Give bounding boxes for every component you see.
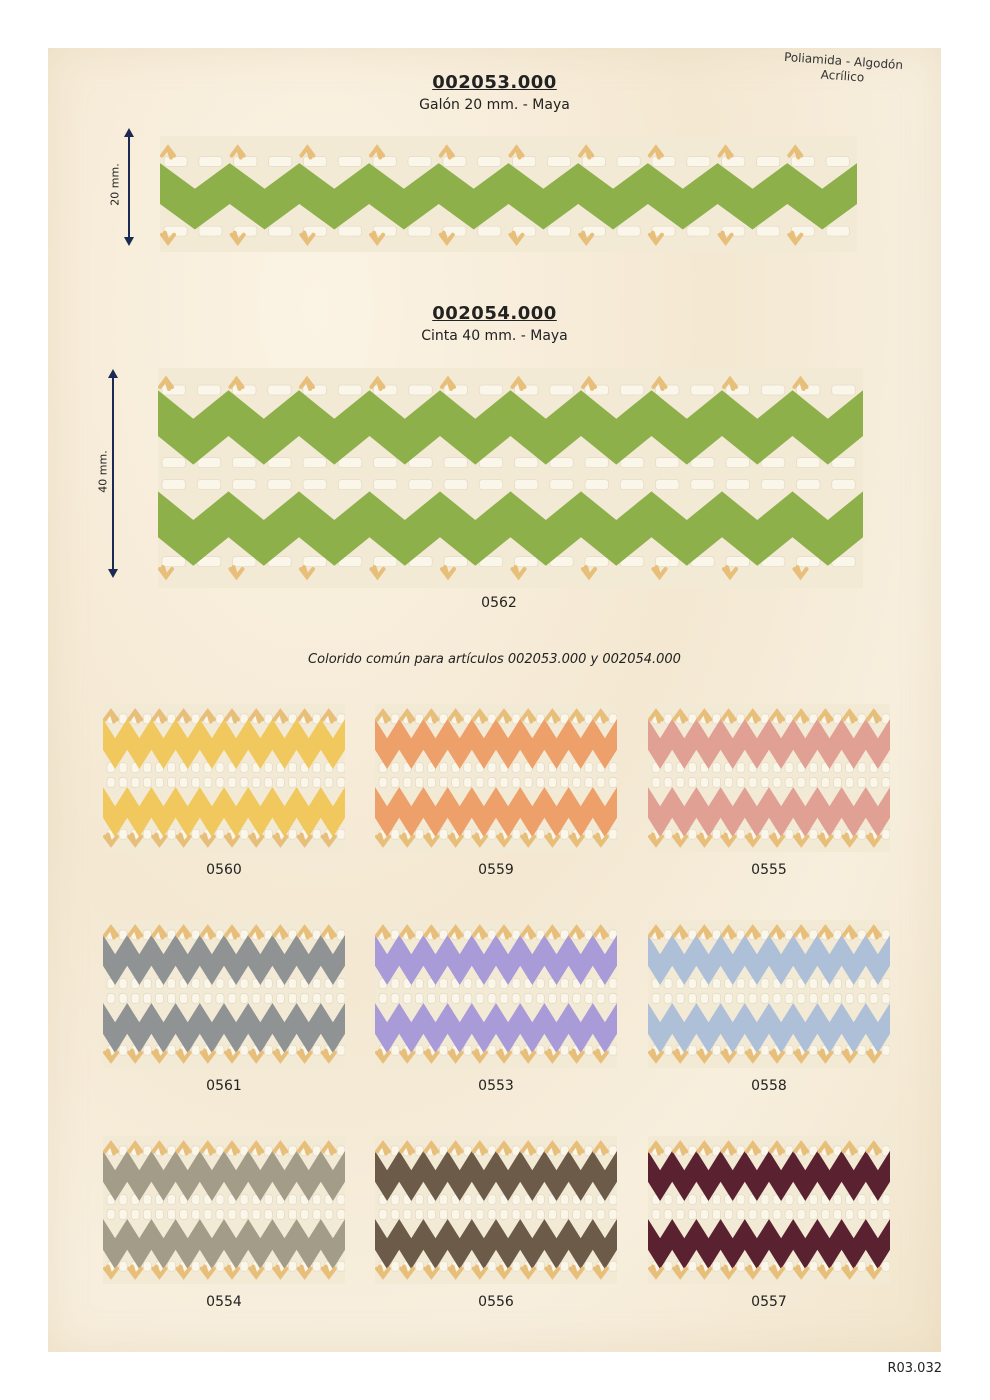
colourway-swatch-0559 xyxy=(375,704,617,852)
colourway-swatch-0555 xyxy=(648,704,890,852)
colourway-code-0556: 0556 xyxy=(478,1294,514,1310)
arrow-down-icon xyxy=(108,569,118,578)
dimension-label-1: 20 mm. xyxy=(108,163,122,206)
product-description-1: Galón 20 mm. - Maya xyxy=(419,97,570,113)
arrow-up-icon xyxy=(124,128,134,137)
colourway-code-0557: 0557 xyxy=(751,1294,787,1310)
colourway-swatch-0557 xyxy=(648,1136,890,1284)
product-swatch-cinta xyxy=(158,368,863,588)
catalogue-sheet: Poliamida - Algodón Acrílico 002053.000 … xyxy=(48,48,941,1352)
colourway-code-0555: 0555 xyxy=(751,862,787,878)
product-swatch-galon xyxy=(160,136,857,252)
colourway-code-0559: 0559 xyxy=(478,862,514,878)
product-code-1: 002053.000 xyxy=(432,72,557,93)
product-header-2: 002054.000 Cinta 40 mm. - Maya xyxy=(48,303,941,344)
colourway-swatch-0558 xyxy=(648,920,890,1068)
colourway-swatch-0553 xyxy=(375,920,617,1068)
colourway-code-0558: 0558 xyxy=(751,1078,787,1094)
colourway-swatch-0554 xyxy=(103,1136,345,1284)
arrow-down-icon xyxy=(124,237,134,246)
colourway-code-0554: 0554 xyxy=(206,1294,242,1310)
colourway-swatch-0561 xyxy=(103,920,345,1068)
product-header-1: 002053.000 Galón 20 mm. - Maya xyxy=(48,72,941,113)
colourway-swatch-0556 xyxy=(375,1136,617,1284)
colourway-swatch-0560 xyxy=(103,704,345,852)
page-reference: R03.032 xyxy=(887,1361,942,1376)
arrow-up-icon xyxy=(108,369,118,378)
colourway-code-0561: 0561 xyxy=(206,1078,242,1094)
colourway-code-0560: 0560 xyxy=(206,862,242,878)
product-code-2: 002054.000 xyxy=(432,303,557,324)
colourway-code-0553: 0553 xyxy=(478,1078,514,1094)
dimension-label-2: 40 mm. xyxy=(96,450,110,493)
swatch-code-0562: 0562 xyxy=(481,595,517,611)
product-description-2: Cinta 40 mm. - Maya xyxy=(421,328,568,344)
common-colour-note: Colorido común para artículos 002053.000… xyxy=(308,652,681,667)
